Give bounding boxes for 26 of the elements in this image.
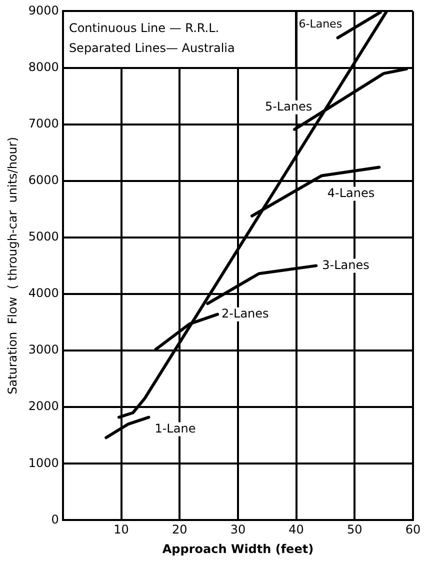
x-tick-label: 20	[172, 522, 188, 537]
y-tick-label: 8000	[28, 60, 59, 74]
series-label: 6-Lanes	[298, 18, 342, 31]
y-axis-title: Saturation Flow ( through-car units/hour)	[5, 136, 20, 394]
y-tick-label: 7000	[28, 116, 59, 130]
y-tick-label: 3000	[28, 342, 59, 357]
series-label: 2-Lanes	[222, 306, 269, 320]
y-tick-label: 6000	[28, 172, 59, 187]
x-tick-label: 30	[230, 522, 246, 537]
annotation: Separated Lines— Australia	[68, 40, 236, 58]
x-tick-label: 10	[114, 522, 129, 537]
x-tick-label: 40	[288, 522, 304, 537]
x-axis-title: Approach Width (feet)	[162, 542, 314, 556]
annotation: Continuous Line — R.R.L.	[68, 20, 220, 38]
y-tick-label: 1000	[28, 456, 59, 470]
series-label: 1-Lane	[154, 421, 196, 436]
y-tick-label: 2000	[28, 399, 59, 414]
series-label: 3-Lanes	[322, 258, 370, 272]
y-tick-label: 0	[51, 512, 59, 526]
y-tick-label: 9000	[28, 3, 59, 18]
y-tick-label: 5000	[28, 230, 59, 244]
series-label: 5-Lanes	[264, 100, 312, 114]
series-label: 4-Lanes	[327, 186, 375, 200]
y-tick-label: 4000	[28, 286, 59, 300]
x-tick-label: 60	[405, 522, 421, 537]
x-tick-label: 50	[347, 522, 362, 537]
